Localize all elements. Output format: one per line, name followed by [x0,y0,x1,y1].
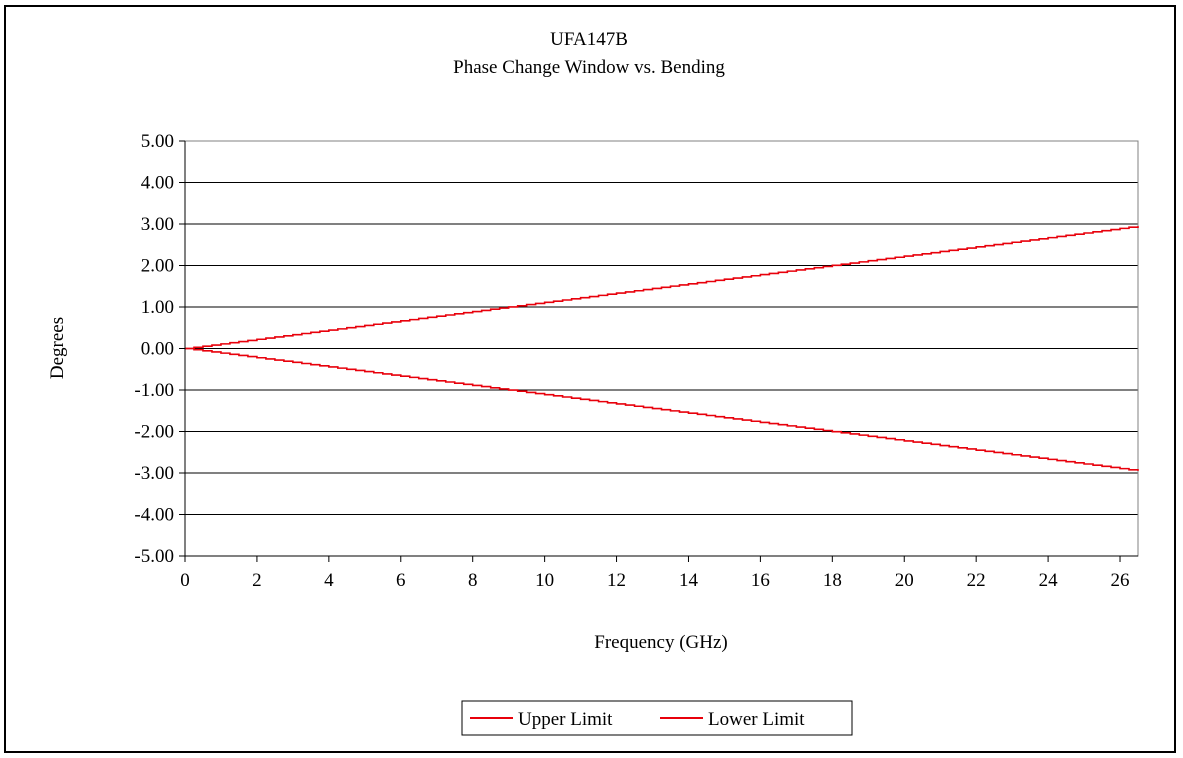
x-tick-label: 14 [679,570,699,591]
series-line-lower-limit [185,347,1139,471]
y-axis-label: Degrees [47,317,68,379]
x-tick-label: 4 [324,570,334,591]
chart-frame [4,5,1176,753]
y-tick-label: 3.00 [141,214,174,235]
x-axis-ticks: 0 2 4 6 8 10 12 14 16 18 20 22 24 26 [180,555,1138,591]
legend-box [461,700,853,736]
x-tick-label: 8 [468,570,478,591]
y-tick-label: 1.00 [141,297,174,318]
chart-subtitle: Phase Change Window vs. Bending [453,57,725,78]
x-tick-label: 18 [823,570,842,591]
x-tick-label: 12 [607,570,626,591]
y-tick-label: 4.00 [141,173,174,194]
series-line-upper-limit [185,226,1139,350]
chart-title: UFA147B [550,29,628,50]
x-tick-label: 16 [751,570,770,591]
y-tick-label: -1.00 [134,380,174,401]
y-tick-label: -5.00 [134,546,174,567]
x-tick-label: 26 [1111,570,1130,591]
x-tick-label: 22 [967,570,986,591]
x-tick-label: 2 [252,570,262,591]
series-layer [185,226,1139,471]
x-tick-label: 0 [180,570,190,591]
x-tick-label: 24 [1039,570,1059,591]
x-tick-label: 20 [895,570,914,591]
x-tick-label: 6 [396,570,406,591]
legend-label-lower: Lower Limit [708,709,805,730]
y-tick-label: -2.00 [134,422,174,443]
y-tick-label: -3.00 [134,463,174,484]
y-tick-label: 2.00 [141,256,174,277]
x-tick-label: 10 [535,570,554,591]
legend: Upper Limit Lower Limit [461,700,853,736]
gridlines [185,182,1138,515]
y-axis-ticks: 5.00 4.00 3.00 2.00 1.00 0.00 -1.00 -2.00 -3.00 -… [134,131,186,567]
y-tick-label: -4.00 [134,505,174,526]
x-axis-label: Frequency (GHz) [594,632,727,653]
y-tick-label: 5.00 [141,131,174,152]
y-tick-label: 0.00 [141,339,174,360]
legend-label-upper: Upper Limit [518,709,613,730]
